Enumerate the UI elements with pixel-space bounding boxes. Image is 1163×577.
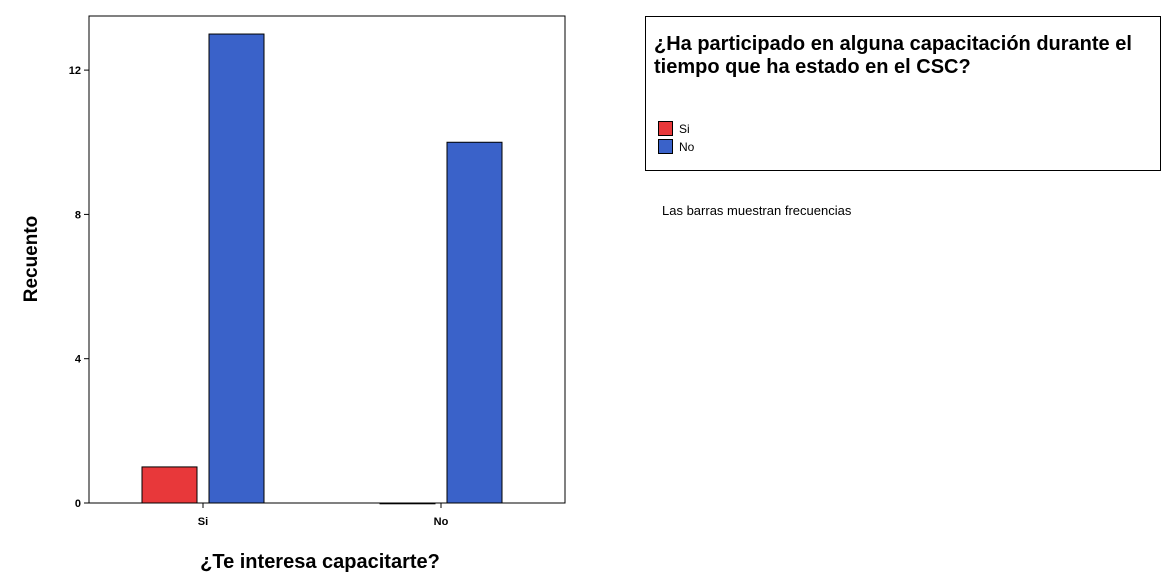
bar-si-si — [141, 466, 198, 504]
y-axis: 0 4 8 12 — [69, 65, 89, 510]
y-tick-label: 4 — [75, 354, 82, 366]
x-tick-label-no: No — [434, 516, 449, 528]
y-axis-title: Recuento — [21, 216, 42, 303]
legend-item-no: No — [658, 138, 694, 155]
x-axis-title: ¿Te interesa capacitarte? — [200, 551, 440, 573]
legend-title: ¿Ha participado en alguna capacitación d… — [654, 33, 1132, 78]
bar-si-no — [208, 33, 265, 504]
legend-swatch-no — [658, 139, 673, 154]
chart-footnote: Las barras muestran frecuencias — [662, 203, 852, 218]
bars — [141, 33, 503, 505]
y-tick-label: 12 — [69, 65, 81, 77]
legend-item-si: Si — [658, 120, 690, 137]
legend-label-no: No — [679, 139, 695, 154]
bar-no-no — [446, 141, 503, 504]
bar-no-si — [379, 502, 436, 505]
x-axis: Si No — [198, 503, 449, 528]
x-tick-label-si: Si — [198, 516, 208, 528]
y-tick-label: 8 — [75, 209, 81, 221]
legend-label-si: Si — [679, 121, 690, 136]
legend-swatch-si — [658, 121, 673, 136]
y-tick-label: 0 — [75, 498, 81, 510]
legend: ¿Ha participado en alguna capacitación d… — [645, 16, 1161, 171]
